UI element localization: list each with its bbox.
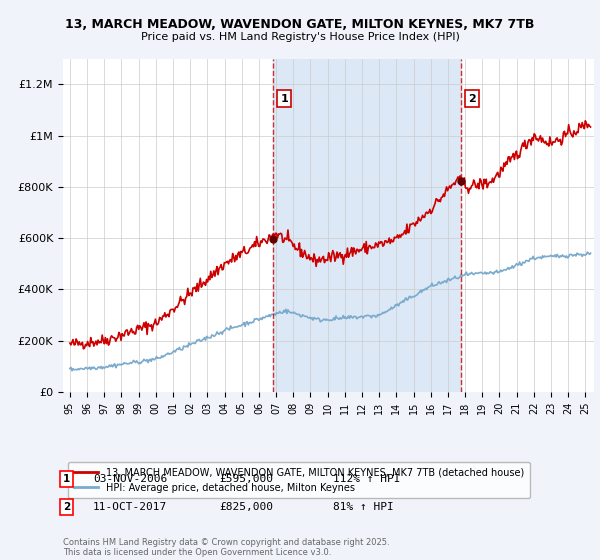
Text: 11-OCT-2017: 11-OCT-2017 (93, 502, 167, 512)
Text: 13, MARCH MEADOW, WAVENDON GATE, MILTON KEYNES, MK7 7TB: 13, MARCH MEADOW, WAVENDON GATE, MILTON … (65, 18, 535, 31)
Text: 1: 1 (280, 94, 288, 104)
Text: 1: 1 (63, 474, 70, 484)
Legend: 13, MARCH MEADOW, WAVENDON GATE, MILTON KEYNES, MK7 7TB (detached house), HPI: A: 13, MARCH MEADOW, WAVENDON GATE, MILTON … (68, 462, 530, 498)
Text: 81% ↑ HPI: 81% ↑ HPI (333, 502, 394, 512)
Text: 112% ↑ HPI: 112% ↑ HPI (333, 474, 401, 484)
Text: £825,000: £825,000 (219, 502, 273, 512)
Text: 03-NOV-2006: 03-NOV-2006 (93, 474, 167, 484)
Text: 2: 2 (63, 502, 70, 512)
Bar (274, 59, 461, 392)
Text: £595,000: £595,000 (219, 474, 273, 484)
Text: 2: 2 (468, 94, 476, 104)
Text: Price paid vs. HM Land Registry's House Price Index (HPI): Price paid vs. HM Land Registry's House … (140, 32, 460, 43)
Text: Contains HM Land Registry data © Crown copyright and database right 2025.
This d: Contains HM Land Registry data © Crown c… (63, 538, 389, 557)
